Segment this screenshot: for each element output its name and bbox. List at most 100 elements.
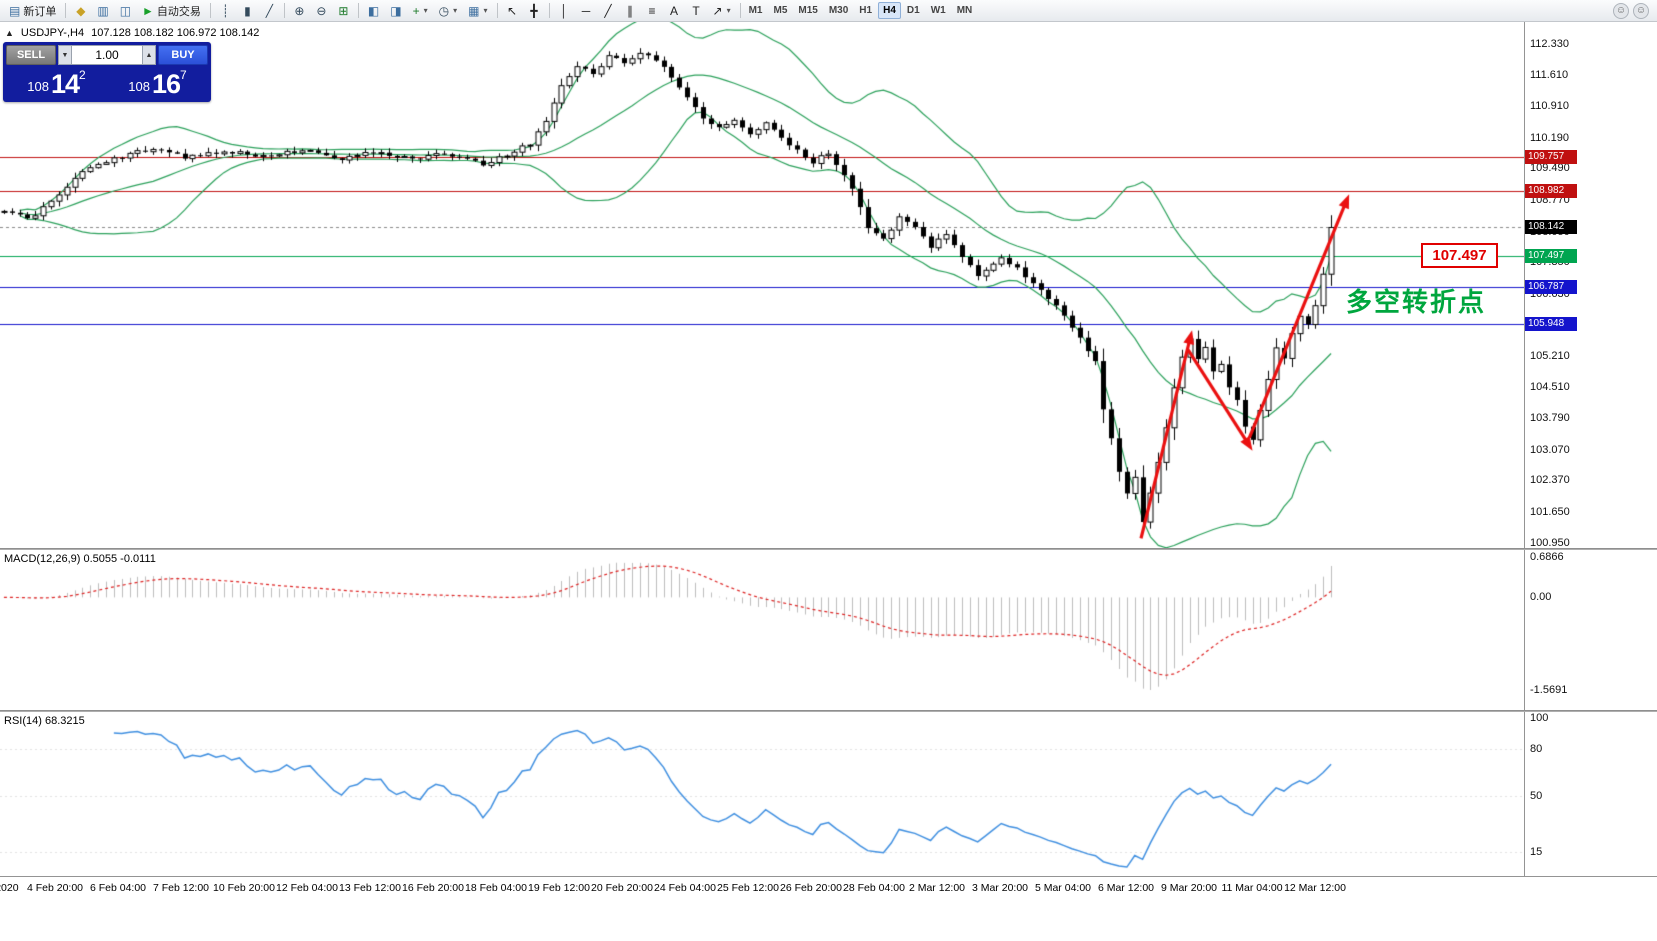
time-label: 24 Feb 04:00 (654, 882, 716, 894)
price-tick: 103.070 (1530, 443, 1570, 456)
crosshair-button[interactable]: ╋ (524, 1, 545, 20)
indicator-axis-tick: -1.5691 (1530, 684, 1568, 697)
new-order-button[interactable]: ▤ 新订单 (9, 3, 57, 18)
rsi-canvas[interactable] (0, 712, 1524, 876)
market-watch-button[interactable]: ▥ (92, 1, 113, 20)
line-chart-button[interactable]: ╱ (259, 1, 280, 20)
cursor-button[interactable]: ↖ (502, 1, 523, 20)
zoom-out-button[interactable]: ⊖ (311, 1, 332, 20)
rsi-panel: RSI(14) 68.3215 100 80 50 15 (0, 712, 1657, 876)
time-label: 19 Feb 12:00 (528, 882, 590, 894)
panel-separator[interactable] (0, 548, 1657, 550)
fibonacci-icon: ≡ (648, 3, 656, 18)
indicator-axis-tick: 0.00 (1530, 591, 1552, 604)
time-label: 10 Feb 20:00 (213, 882, 275, 894)
fibonacci-button[interactable]: ≡ (642, 1, 663, 20)
time-axis[interactable]: 3 Feb 2020 4 Feb 20:00 6 Feb 04:00 7 Feb 12… (0, 876, 1657, 902)
data-window-button[interactable]: ◫ (115, 1, 136, 20)
annotation-text[interactable]: 多空转折点 (1346, 287, 1487, 317)
crosshair-icon: ╋ (530, 3, 538, 18)
time-label: 11 Mar 04:00 (1221, 882, 1283, 894)
label-button[interactable]: T (686, 1, 707, 20)
toolbar-right-icons: ☺ ☺ (1613, 2, 1653, 19)
chevron-down-icon: ▾ (726, 6, 731, 15)
chevron-down-icon: ▾ (453, 6, 458, 15)
time-label: 13 Feb 12:00 (339, 882, 401, 894)
timeframe-button-m1[interactable]: M1 (748, 5, 763, 16)
horizontal-line-button[interactable]: ─ (576, 1, 597, 20)
time-label: 6 Feb 04:00 (89, 882, 147, 894)
trendline-icon: ╱ (604, 3, 612, 18)
price-callout-box[interactable]: 107.497 (1421, 243, 1498, 268)
chevron-down-icon: ▾ (483, 6, 488, 15)
timeframe-button-h4[interactable]: H4 (878, 2, 901, 19)
price-tick: 110.910 (1530, 100, 1569, 113)
time-label: 20 Feb 20:00 (591, 882, 653, 894)
text-button[interactable]: A (664, 1, 685, 20)
indicator-axis-tick: 0.6866 (1530, 550, 1564, 563)
timeframe-button-mn[interactable]: MN (956, 5, 973, 16)
volume-input[interactable] (72, 45, 142, 65)
volume-decrease-button[interactable]: ▼ (58, 45, 72, 65)
arrows-button[interactable]: ↗ ▾ (708, 1, 736, 20)
time-label: 26 Feb 20:00 (780, 882, 842, 894)
price-line-label: 107.497 (1525, 248, 1577, 263)
time-label: 5 Mar 04:00 (1034, 882, 1092, 894)
period-button[interactable]: ◷ ▾ (434, 1, 463, 20)
new-chart-button[interactable]: + ▾ (408, 1, 433, 20)
macd-axis[interactable]: 0.6866 0.00 -1.5691 (1524, 550, 1657, 710)
buy-price[interactable]: 108 16 7 (107, 68, 208, 99)
buy-price-bigfigure: 108 (128, 79, 150, 94)
timeframe-button-h1[interactable]: H1 (859, 5, 873, 16)
price-chart-panel: 112.330 111.610 110.910 110.190 109.490 108.7… (0, 22, 1657, 549)
indicator-axis-tick: 80 (1530, 742, 1543, 755)
price-tick: 112.330 (1530, 37, 1569, 50)
community-icon[interactable]: ☺ (1633, 2, 1649, 19)
rsi-label: RSI(14) 68.3215 (4, 715, 85, 727)
vertical-line-button[interactable]: │ (554, 1, 575, 20)
chevron-down-icon: ▾ (423, 6, 428, 15)
news-icon: ◆ (76, 3, 86, 18)
timeframe-button-m30[interactable]: M30 (828, 5, 849, 16)
toolbar-separator (283, 3, 285, 18)
sell-price[interactable]: 108 14 2 (6, 68, 107, 99)
price-axis[interactable]: 112.330 111.610 110.910 110.190 109.490 108.7… (1524, 22, 1657, 549)
zoom-in-button[interactable]: ⊕ (289, 1, 310, 20)
trendline-button[interactable]: ╱ (598, 1, 619, 20)
timeframe-button-m5[interactable]: M5 (773, 5, 788, 16)
sell-price-bigfigure: 108 (27, 79, 49, 94)
volume-increase-button[interactable]: ▲ (142, 45, 156, 65)
time-label: 18 Feb 04:00 (465, 882, 527, 894)
bar-chart-button[interactable]: ┊ (215, 1, 236, 20)
sell-button[interactable]: SELL (6, 45, 56, 65)
price-tick: 111.610 (1530, 69, 1569, 82)
period-icon: ◷ (438, 3, 450, 18)
horizontal-line-icon: ─ (581, 3, 591, 18)
cascade-windows-button[interactable]: ◨ (385, 1, 406, 20)
timeframe-buttons: M1 M5 M15 M30 H1 H4 D1 W1 MN (744, 2, 978, 19)
collapse-trade-panel-arrow[interactable]: ▲ (5, 28, 14, 38)
metaquotes-icon[interactable]: ☺ (1613, 2, 1629, 19)
buy-button[interactable]: BUY (158, 45, 208, 65)
timeframe-button-d1[interactable]: D1 (906, 5, 920, 16)
candlestick-chart-button[interactable]: ▮ (237, 1, 258, 20)
time-label: 9 Mar 20:00 (1160, 882, 1218, 894)
price-line-label: 108.982 (1525, 183, 1577, 198)
template-button[interactable]: ▦ ▾ (463, 1, 492, 20)
new-order-icon: ▤ (9, 3, 21, 18)
timeframe-button-w1[interactable]: W1 (930, 5, 946, 16)
tile-windows-button[interactable]: ◧ (363, 1, 384, 20)
auto-trading-button[interactable]: ► 自动交易 (142, 3, 201, 18)
grid-button[interactable]: ⊞ (333, 1, 354, 20)
indicator-axis-tick: 15 (1530, 846, 1543, 859)
panel-separator[interactable] (0, 710, 1657, 712)
vertical-line-icon: │ (560, 3, 568, 18)
channel-button[interactable]: ∥ (620, 1, 641, 20)
price-chart-canvas[interactable] (0, 22, 1524, 548)
timeframe-button-m15[interactable]: M15 (798, 5, 818, 16)
news-button[interactable]: ◆ (70, 1, 91, 20)
time-label: 6 Mar 12:00 (1097, 882, 1155, 894)
macd-canvas[interactable] (0, 550, 1524, 710)
main-toolbar: ▤ 新订单 ◆ ▥ ◫ ► 自动交易 ┊ ▮ ╱ ⊕ ⊖ ⊞ ◧ ◨ + ▾ ◷ ▾ ▦ ▾ ↖ ╋ │ ─ ╱ ∥ ≡ A T ↗ ▾ M1… (0, 0, 1657, 22)
rsi-axis[interactable]: 100 80 50 15 (1524, 712, 1657, 876)
